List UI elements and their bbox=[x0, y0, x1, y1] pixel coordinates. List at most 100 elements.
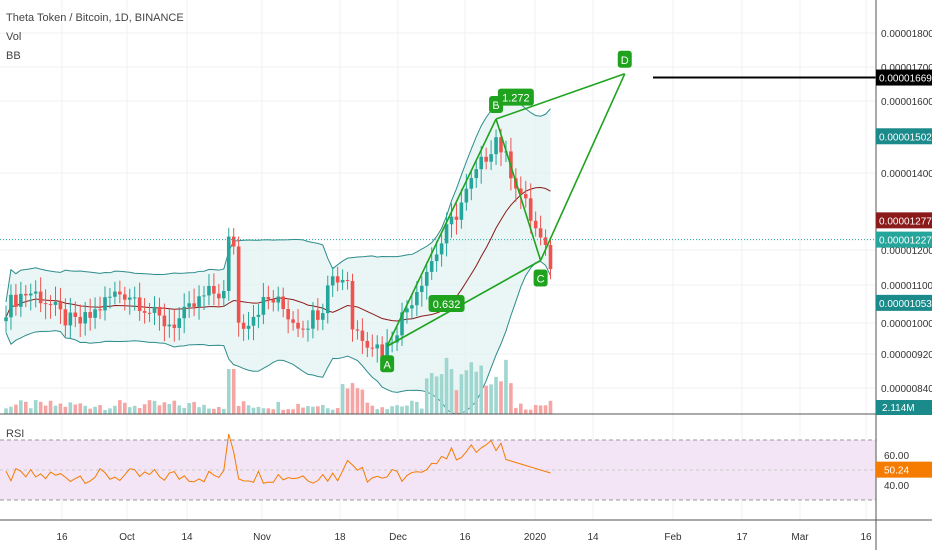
candle-body-33 bbox=[167, 324, 172, 327]
volume-bar-3 bbox=[19, 400, 23, 414]
candle-body-22 bbox=[113, 291, 117, 297]
volume-bar-13 bbox=[68, 402, 73, 414]
candle-body-39 bbox=[197, 296, 201, 307]
candle-body-37 bbox=[187, 303, 191, 307]
pattern-point-box-C bbox=[533, 269, 548, 287]
volume-bar-69 bbox=[345, 388, 350, 414]
volume-bar-7 bbox=[38, 401, 43, 414]
bb-upper bbox=[5, 93, 551, 303]
volume-bar-80 bbox=[400, 406, 404, 414]
volume-bar-11 bbox=[58, 403, 63, 414]
price-label-box-2 bbox=[876, 212, 932, 229]
volume-bar-35 bbox=[177, 405, 182, 414]
volume-bar-48 bbox=[241, 401, 246, 414]
volume-bar-26 bbox=[132, 405, 137, 414]
candle-body-30 bbox=[152, 306, 157, 313]
volume-bar-54 bbox=[271, 409, 276, 414]
x-tick-label-7: 2020 bbox=[524, 532, 547, 543]
volume-bar-43 bbox=[217, 406, 221, 414]
volume-bar-106 bbox=[528, 409, 533, 414]
candle-body-61 bbox=[306, 328, 310, 330]
candle-body-23 bbox=[118, 291, 122, 295]
candle-body-58 bbox=[291, 319, 295, 323]
volume-bar-74 bbox=[370, 405, 375, 414]
candle-body-31 bbox=[157, 306, 162, 316]
volume-bar-100 bbox=[499, 381, 503, 414]
candle-body-62 bbox=[311, 310, 315, 329]
candle-body-4 bbox=[24, 293, 28, 296]
legend-rsi[interactable]: RSI bbox=[6, 428, 25, 440]
candle-body-1 bbox=[9, 294, 13, 318]
candle-body-57 bbox=[286, 308, 290, 320]
candle-body-106 bbox=[528, 198, 533, 221]
candle-body-88 bbox=[439, 243, 444, 255]
volume-bar-29 bbox=[147, 400, 152, 414]
volume-bar-94 bbox=[469, 362, 474, 414]
pattern-leg-4 bbox=[495, 73, 626, 120]
volume-bar-81 bbox=[405, 405, 409, 414]
candlesticks bbox=[4, 128, 553, 370]
volume-bar-50 bbox=[251, 407, 256, 414]
volume-bar-90 bbox=[449, 369, 454, 414]
rsi-current-box bbox=[876, 461, 932, 478]
rsi-line bbox=[5, 433, 551, 485]
volume-bar-8 bbox=[43, 405, 48, 414]
candle-body-71 bbox=[355, 329, 360, 331]
x-tick-label-12: 16 bbox=[860, 532, 872, 543]
candle-body-28 bbox=[142, 311, 147, 313]
x-tick-label-11: Mar bbox=[791, 532, 809, 543]
candle-body-79 bbox=[395, 335, 399, 343]
candle-body-19 bbox=[98, 309, 102, 311]
volume-bar-93 bbox=[464, 370, 469, 414]
candle-body-107 bbox=[533, 220, 538, 229]
candle-body-55 bbox=[276, 296, 281, 303]
pattern-point-D: D bbox=[621, 55, 629, 67]
candle-body-56 bbox=[281, 296, 285, 309]
price-label-box-1 bbox=[876, 128, 932, 145]
candle-body-93 bbox=[464, 188, 469, 203]
candle-body-73 bbox=[365, 340, 370, 348]
candle-body-48 bbox=[241, 322, 246, 329]
volume-bar-65 bbox=[325, 408, 330, 414]
volume-bar-62 bbox=[311, 406, 315, 414]
volume-bar-59 bbox=[296, 404, 300, 414]
candle-body-53 bbox=[266, 296, 271, 300]
candle-body-74 bbox=[370, 347, 375, 349]
candle-body-110 bbox=[548, 244, 553, 270]
candle-body-69 bbox=[345, 279, 350, 282]
volume-bar-101 bbox=[504, 359, 508, 414]
volume-bar-18 bbox=[93, 406, 97, 414]
legend-bb[interactable]: BB bbox=[6, 50, 21, 62]
x-tick-label-10: 17 bbox=[736, 532, 748, 543]
y-tick-label-2: 0.00001600 bbox=[881, 97, 932, 108]
volume-bar-83 bbox=[415, 401, 419, 414]
volume-bar-20 bbox=[103, 409, 107, 414]
volume-bar-89 bbox=[444, 357, 449, 414]
volume-bar-45 bbox=[226, 369, 231, 414]
volume-bar-4 bbox=[24, 401, 28, 414]
price-label-box-0 bbox=[876, 69, 932, 86]
candle-body-59 bbox=[296, 322, 300, 329]
volume-bar-23 bbox=[118, 400, 122, 414]
bb-fill bbox=[6, 94, 551, 414]
volume-bar-49 bbox=[246, 405, 251, 414]
pattern-ratio-0: 0.632 bbox=[433, 299, 461, 311]
x-tick-label-6: 16 bbox=[459, 532, 471, 543]
legend-vol[interactable]: Vol bbox=[6, 31, 22, 43]
y-tick-label-6: 0.00001000 bbox=[881, 319, 932, 330]
x-tick-label-0: 16 bbox=[56, 532, 68, 543]
volume-bar-46 bbox=[231, 369, 236, 414]
candle-body-90 bbox=[449, 216, 454, 225]
volume-bar-1 bbox=[9, 406, 13, 414]
candle-body-76 bbox=[380, 344, 384, 358]
volume-bar-95 bbox=[474, 371, 479, 414]
candle-body-75 bbox=[375, 344, 380, 349]
candle-body-35 bbox=[177, 318, 182, 328]
x-tick-label-1: Oct bbox=[119, 532, 135, 543]
volume-bar-109 bbox=[543, 405, 548, 414]
volume-bar-103 bbox=[514, 407, 518, 414]
candle-body-49 bbox=[246, 325, 251, 329]
volume-bar-92 bbox=[459, 374, 464, 414]
